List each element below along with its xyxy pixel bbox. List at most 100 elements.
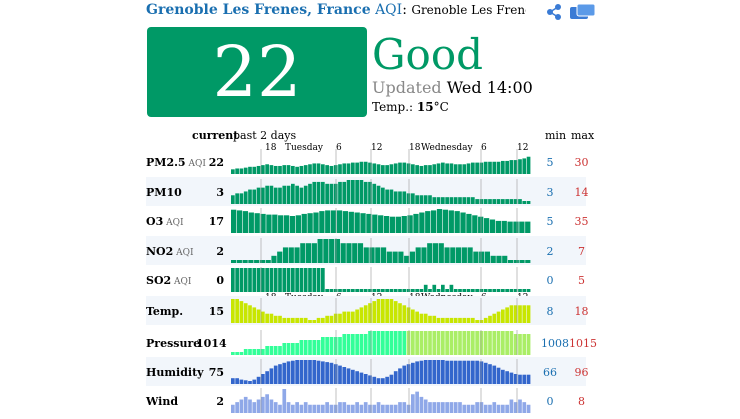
chart-bar: [411, 309, 415, 323]
chart-bar: [483, 218, 490, 233]
row-label: NO2 AQI: [146, 245, 194, 258]
chart-bar: [411, 362, 415, 384]
chart-bar: [368, 162, 372, 174]
history-chart[interactable]: [231, 149, 531, 174]
chart-bar: [496, 367, 501, 384]
chart-bar: [308, 164, 312, 174]
chart-bar: [286, 402, 291, 413]
chart-bar: [273, 365, 278, 384]
row-name: O3: [146, 215, 164, 228]
chart-bar: [273, 402, 278, 413]
aqi-link[interactable]: AQI: [375, 2, 403, 18]
chart-bar: [248, 260, 254, 263]
chart-bar: [513, 305, 518, 323]
table-row: SO2 AQI 0 0 5: [146, 265, 586, 294]
chart-bar: [466, 163, 471, 174]
chart-bar: [462, 197, 467, 204]
chart-bar: [449, 360, 454, 384]
chart-bar: [282, 165, 287, 174]
current-value: 75: [208, 366, 224, 379]
row-label: Temp.: [146, 305, 183, 318]
chart-bar: [453, 317, 458, 323]
chart-bar: [368, 404, 372, 413]
chart-bar: [522, 305, 527, 323]
chart-bar: [243, 167, 248, 174]
history-chart[interactable]: [231, 267, 531, 292]
history-chart[interactable]: [231, 298, 531, 323]
max-value: 14: [574, 186, 589, 199]
chart-bar: [256, 376, 261, 384]
history-chart[interactable]: [231, 238, 531, 263]
chart-bar: [260, 213, 266, 233]
chart-bar: [488, 315, 492, 323]
axis-label: 6: [481, 143, 487, 153]
chart-bar: [484, 251, 491, 263]
chart-bar: [513, 260, 519, 263]
chart-bar: [436, 209, 443, 233]
chart-bar: [239, 352, 244, 355]
chart-bar: [522, 289, 527, 292]
chart-bar: [501, 331, 505, 355]
chart-bar: [363, 402, 368, 413]
chart-bar: [265, 313, 269, 323]
history-chart[interactable]: [231, 359, 531, 384]
past-header: past 2 days: [233, 129, 297, 142]
chart-bar: [411, 289, 415, 292]
chart-bar: [432, 164, 437, 174]
windows-icon[interactable]: [570, 3, 596, 21]
chart-bar: [261, 165, 265, 174]
min-value: 0: [546, 395, 554, 408]
chart-bar: [282, 362, 287, 384]
chart-bar: [363, 305, 368, 323]
chart-bar: [323, 239, 329, 263]
chart-bar: [271, 255, 277, 263]
chart-bar: [273, 315, 278, 323]
share-icon[interactable]: [545, 3, 563, 21]
chart-bar: [475, 162, 479, 174]
chart-bar: [472, 215, 478, 233]
chart-bar: [269, 268, 274, 292]
chart-bar: [496, 311, 501, 323]
row-label: Pressure: [146, 337, 200, 350]
chart-bar: [423, 195, 428, 204]
chart-bar: [392, 251, 398, 263]
table-row: Humidity 75 66 96: [146, 357, 589, 386]
chart-bar: [471, 404, 475, 413]
chart-bar: [295, 185, 299, 204]
current-value: 0: [216, 274, 224, 287]
chart-bar: [441, 360, 445, 384]
city-link[interactable]: Grenoble Les Frenes, France: [146, 2, 371, 18]
chart-bar: [265, 164, 269, 174]
chart-bar: [507, 260, 514, 263]
chart-bar: [385, 299, 389, 323]
chart-bar: [286, 361, 291, 384]
chart-bar: [265, 394, 269, 413]
chart-bar: [381, 378, 385, 384]
chart-bar: [428, 315, 432, 323]
chart-bar: [334, 239, 341, 263]
chart-bar: [419, 331, 424, 355]
chart-bar: [402, 402, 407, 413]
chart-bar: [513, 402, 518, 413]
history-chart[interactable]: [231, 179, 531, 204]
chart-bar: [338, 164, 342, 174]
chart-bar: [496, 161, 501, 174]
history-chart[interactable]: [231, 330, 531, 355]
history-chart[interactable]: [231, 388, 531, 413]
min-header: min: [545, 129, 567, 142]
chart-bar: [295, 317, 299, 323]
chart-bar: [466, 404, 471, 413]
chart-bar: [505, 289, 509, 292]
chart-bar: [329, 337, 334, 355]
chart-bar: [300, 243, 306, 263]
chart-bar: [269, 313, 274, 323]
chart-bar: [522, 374, 527, 384]
max-value: 96: [574, 366, 589, 379]
history-chart[interactable]: [231, 208, 531, 233]
chart-bar: [363, 289, 368, 292]
max-value: 18: [574, 305, 589, 318]
chart-bar: [425, 211, 431, 233]
chart-bar: [389, 164, 394, 174]
chart-bar: [346, 368, 351, 384]
chart-bar: [448, 210, 454, 233]
